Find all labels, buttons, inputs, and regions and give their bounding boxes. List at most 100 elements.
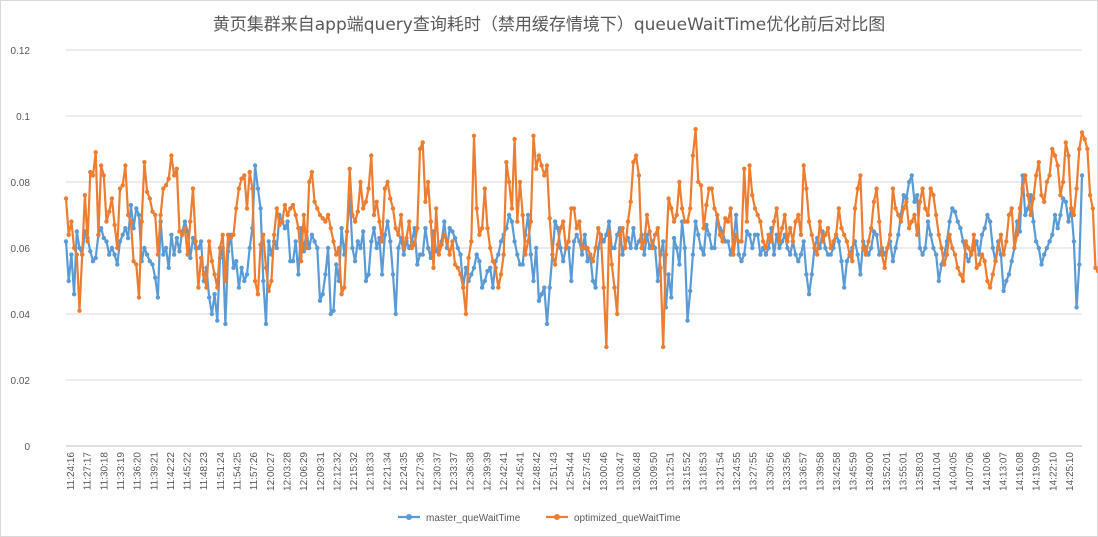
data-point <box>231 232 236 237</box>
data-point <box>1050 232 1055 237</box>
data-point <box>960 278 966 284</box>
y-tick-label: 0.12 <box>11 46 31 57</box>
data-point <box>174 166 179 171</box>
data-point <box>142 160 147 165</box>
data-point <box>590 259 596 264</box>
data-point <box>747 232 752 237</box>
data-point <box>115 245 120 251</box>
data-point <box>388 196 393 201</box>
data-point <box>398 212 404 218</box>
data-point <box>906 179 912 185</box>
data-point <box>515 219 520 224</box>
data-point <box>912 199 917 204</box>
data-point <box>1028 212 1033 218</box>
data-point <box>536 298 542 303</box>
data-point <box>404 235 409 241</box>
data-point <box>485 226 490 231</box>
data-point <box>969 252 974 257</box>
data-point <box>823 245 828 251</box>
x-tick-label: 12:06:29 <box>299 452 310 491</box>
data-point <box>1071 239 1077 244</box>
data-point <box>855 252 860 257</box>
data-point <box>490 285 496 290</box>
data-point <box>725 219 731 224</box>
data-point <box>312 239 317 244</box>
data-point <box>455 265 460 270</box>
data-point <box>901 206 906 211</box>
data-point <box>574 226 579 231</box>
data-point <box>225 232 231 237</box>
data-point <box>836 206 841 211</box>
data-point <box>987 285 993 290</box>
data-point <box>709 186 714 191</box>
data-point <box>987 219 993 224</box>
data-point <box>409 245 415 251</box>
x-tick-label: 12:45:41 <box>516 452 527 491</box>
data-point <box>901 193 906 198</box>
data-point <box>755 232 760 237</box>
data-point <box>723 216 728 221</box>
data-point <box>415 226 420 231</box>
data-point <box>96 232 101 237</box>
data-point <box>474 252 479 257</box>
data-point <box>234 206 239 211</box>
data-point <box>134 262 139 267</box>
data-point <box>66 232 71 237</box>
data-point <box>452 262 458 267</box>
data-point <box>474 206 479 211</box>
data-point <box>1047 173 1052 178</box>
data-point <box>328 311 333 317</box>
data-point <box>174 235 179 241</box>
x-tick-label: 14:25:10 <box>1065 452 1076 491</box>
data-point <box>1074 186 1079 191</box>
x-tick-label: 12:15:32 <box>349 452 360 491</box>
data-point <box>633 153 639 158</box>
data-point <box>482 278 487 284</box>
data-point <box>512 239 517 244</box>
data-point <box>493 265 498 270</box>
data-point <box>277 222 282 228</box>
data-point <box>477 232 482 237</box>
data-point <box>471 133 477 138</box>
data-point <box>982 259 987 264</box>
data-point <box>747 163 752 168</box>
data-point <box>136 212 142 218</box>
data-point <box>728 206 733 211</box>
data-point <box>1033 239 1039 244</box>
data-point <box>944 252 950 257</box>
data-point <box>147 196 152 201</box>
data-point <box>207 239 212 244</box>
data-point <box>361 229 366 234</box>
data-point <box>809 232 814 237</box>
data-point <box>915 193 920 198</box>
x-tick-label: 13:45:59 <box>849 452 860 491</box>
data-point <box>236 285 242 290</box>
data-point <box>701 252 706 257</box>
data-point <box>609 262 614 267</box>
data-point <box>425 245 431 251</box>
data-point <box>144 189 150 195</box>
data-point <box>382 186 388 191</box>
data-point <box>806 219 812 224</box>
data-point <box>520 212 525 218</box>
data-point <box>358 179 363 185</box>
x-tick-label: 12:18:33 <box>366 452 377 491</box>
data-point <box>523 252 528 257</box>
data-point <box>979 252 985 257</box>
data-point <box>766 232 771 237</box>
data-point <box>434 206 439 211</box>
data-point <box>188 219 193 224</box>
data-point <box>717 232 723 237</box>
data-point <box>501 252 506 257</box>
data-point <box>88 249 93 254</box>
data-point <box>153 212 158 218</box>
data-point <box>696 232 701 237</box>
data-point <box>579 252 585 257</box>
data-point <box>74 252 80 257</box>
data-point <box>153 275 158 280</box>
data-point <box>863 252 868 257</box>
data-point <box>739 239 744 244</box>
data-point <box>358 245 363 251</box>
data-point <box>996 245 1001 251</box>
